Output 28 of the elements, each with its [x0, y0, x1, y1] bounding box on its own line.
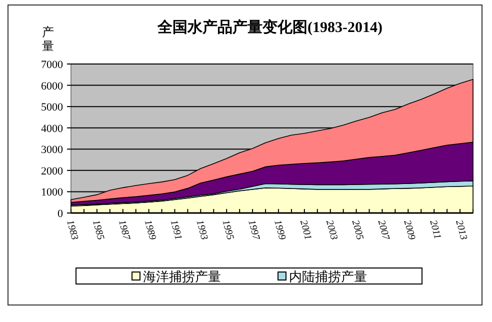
- x-tick-label: 2011: [427, 218, 443, 240]
- x-tick-label: 1989: [142, 218, 158, 242]
- legend-label: 内陆捕捞产量: [289, 270, 367, 285]
- x-tick-label: 1995: [220, 218, 236, 242]
- y-tick-label: 4000: [41, 122, 64, 135]
- x-tick-label: 1985: [90, 218, 106, 242]
- y-tick-label: 3000: [41, 144, 64, 156]
- chart-title: 全国水产品产量变化图(1983-2014): [156, 18, 382, 36]
- y-tick-label: 6000: [41, 80, 64, 92]
- y-tick-label: 1000: [41, 186, 64, 199]
- x-tick-label: 1997: [246, 218, 262, 242]
- x-tick-label: 2013: [453, 218, 469, 242]
- y-tick-label: 0: [58, 208, 64, 220]
- x-tick-label: 2009: [401, 218, 418, 242]
- y-tick-label: 5000: [41, 102, 64, 114]
- y-tick-label: 7000: [41, 59, 64, 71]
- x-tick-label: 1999: [272, 218, 288, 242]
- x-tick-label: 1987: [116, 218, 132, 242]
- x-tick-label: 2001: [298, 218, 314, 242]
- y-axis-title: 产量: [42, 25, 54, 53]
- legend-label: 海洋捕捞产量: [143, 270, 221, 285]
- x-tick-label: 1993: [194, 218, 210, 242]
- x-tick-label: 1991: [168, 218, 184, 242]
- x-tick-label: 2007: [375, 218, 392, 242]
- x-tick-label: 1983: [64, 218, 80, 242]
- x-tick-label: 2003: [323, 218, 340, 242]
- y-tick-label: 2000: [41, 165, 64, 178]
- x-tick-label: 2005: [349, 218, 366, 242]
